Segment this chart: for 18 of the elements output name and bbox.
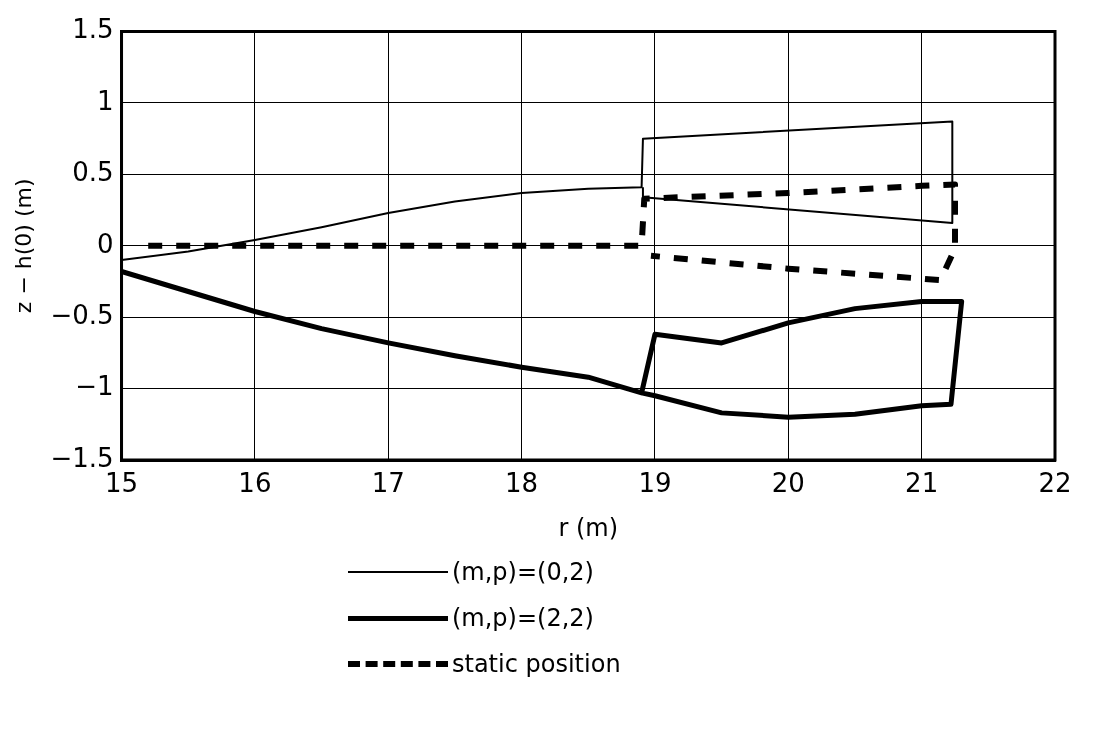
x-tick-label: 22: [1038, 468, 1072, 499]
y-tick-label: 0: [96, 228, 114, 259]
legend-label: (m,p)=(2,2): [452, 604, 594, 632]
x-tick-label: 16: [238, 468, 272, 499]
y-tick-label: −1: [75, 371, 114, 402]
x-tick-label: 19: [638, 468, 672, 499]
legend-label: (m,p)=(0,2): [452, 558, 594, 586]
x-axis-title: r (m): [558, 513, 619, 542]
x-tick-label: 17: [371, 468, 405, 499]
x-tick-label: 20: [771, 468, 805, 499]
y-tick-label: 1: [96, 85, 114, 116]
y-tick-label: −0.5: [50, 299, 114, 330]
y-tick-label: 1.5: [72, 14, 114, 45]
x-tick-label: 21: [905, 468, 939, 499]
y-tick-label: 0.5: [72, 157, 114, 188]
y-axis-title: z − h(0) (m): [10, 178, 36, 314]
x-tick-label: 18: [505, 468, 539, 499]
legend-label: static position: [452, 650, 621, 678]
